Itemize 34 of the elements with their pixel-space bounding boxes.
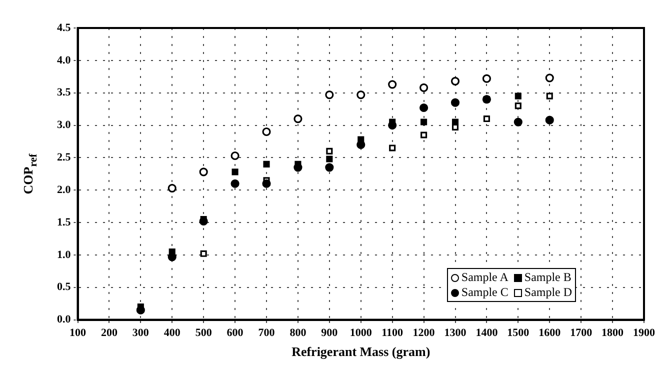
x-tick-label: 600 bbox=[226, 327, 244, 340]
x-tick-label: 900 bbox=[321, 327, 338, 340]
y-tick-label: 4.0 bbox=[57, 54, 72, 66]
x-tick-label: 400 bbox=[164, 327, 181, 340]
x-tick-label: 1400 bbox=[476, 327, 498, 340]
y-tick-label: 1.0 bbox=[57, 248, 72, 261]
y-tick-label: 4.5 bbox=[57, 22, 72, 34]
y-tick-label: 2.0 bbox=[57, 184, 72, 196]
x-tick-label: 100 bbox=[70, 327, 86, 340]
y-tick-label: 0.0 bbox=[57, 314, 72, 326]
x-tick-label: 1700 bbox=[570, 327, 593, 340]
legend-label: Sample D bbox=[524, 285, 572, 300]
x-tick-label: 800 bbox=[290, 327, 307, 340]
x-tick-label: 700 bbox=[258, 327, 276, 340]
x-tick-label: 500 bbox=[195, 327, 212, 340]
legend-label: Sample A bbox=[461, 270, 508, 286]
x-tick-label: 1100 bbox=[382, 327, 404, 340]
x-tick-label: 1000 bbox=[350, 327, 372, 340]
y-tick-label: 1.5 bbox=[57, 216, 72, 228]
x-tick-label: 1500 bbox=[507, 327, 530, 340]
x-axis-title: Refrigerant Mass (gram) bbox=[292, 344, 430, 360]
x-tick-label: 1300 bbox=[444, 327, 467, 340]
x-tick-label: 1600 bbox=[538, 327, 562, 340]
y-tick-label: 2.5 bbox=[57, 152, 72, 164]
legend-label: Sample C bbox=[461, 285, 508, 300]
x-tick-label: 1900 bbox=[633, 327, 656, 340]
x-tick-label: 1200 bbox=[412, 327, 436, 340]
x-tick-label: 200 bbox=[100, 327, 118, 340]
legend-label: Sample B bbox=[524, 270, 572, 286]
y-tick-label: 0.5 bbox=[57, 281, 72, 294]
y-tick-label: 3.5 bbox=[57, 86, 72, 99]
x-tick-label: 1800 bbox=[602, 327, 624, 340]
y-tick-label: 3.0 bbox=[57, 119, 72, 132]
x-tick-label: 300 bbox=[132, 327, 150, 340]
